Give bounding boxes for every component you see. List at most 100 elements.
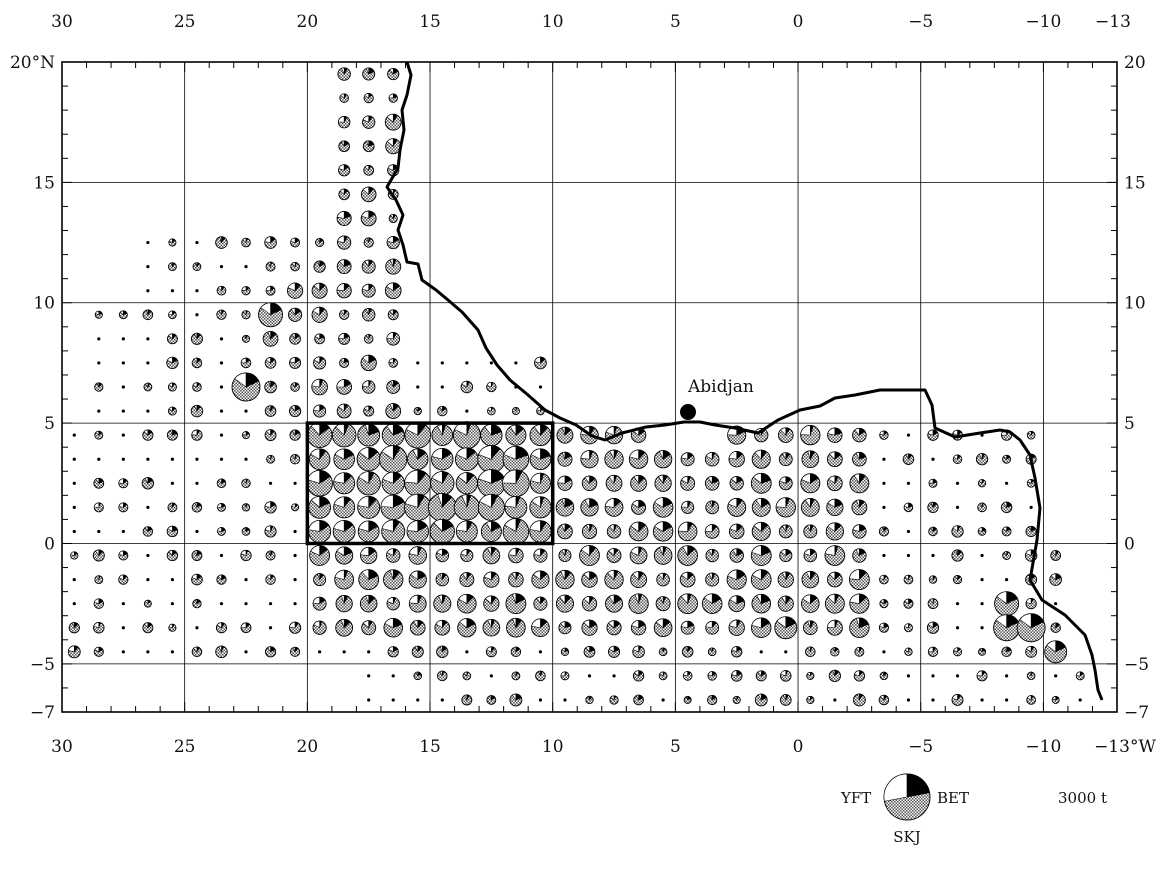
catch-pie [93, 646, 104, 657]
catch-dot [906, 481, 911, 485]
catch-dot [146, 553, 150, 558]
catch-dot [219, 265, 224, 269]
catch-pie [386, 332, 401, 346]
catch-pie [336, 403, 352, 419]
catch-dot [906, 698, 911, 702]
catch-pie [264, 405, 277, 417]
catch-dot [931, 698, 935, 702]
catch-pie [288, 621, 302, 634]
catch-pie [332, 520, 356, 543]
catch-dot [1054, 674, 1058, 678]
catch-dot [219, 457, 224, 461]
catch-pie [952, 454, 963, 464]
catch-dot [440, 698, 444, 702]
catch-pie [360, 186, 377, 203]
catch-pie [435, 548, 450, 563]
catch-dot [244, 457, 248, 461]
catch-pie [534, 356, 547, 370]
catch-pie [728, 523, 745, 540]
catch-pie [142, 526, 154, 537]
map-frame [61, 61, 1118, 713]
catch-dot [170, 457, 175, 461]
catch-pie [506, 617, 526, 638]
right-lat-label: 0 [1124, 534, 1135, 554]
catch-pie [558, 621, 572, 635]
catch-pie [633, 694, 644, 706]
catch-pie [387, 646, 399, 658]
catch-pie [381, 423, 405, 447]
catch-dot [1004, 481, 1009, 485]
catch-pie [356, 471, 381, 496]
catch-pie [142, 309, 154, 321]
catch-pie [142, 622, 154, 634]
catch-pie [680, 620, 695, 635]
catch-dot [367, 650, 371, 654]
catch-pie [953, 647, 963, 657]
catch-pie [755, 670, 767, 682]
bottom-lon-label: 30 [51, 737, 73, 757]
catch-pie [903, 574, 914, 585]
catch-pie [452, 421, 481, 450]
top-lon-label: −5 [908, 12, 933, 32]
catch-pie [504, 495, 528, 519]
catch-pie [508, 571, 524, 588]
catch-pie [732, 695, 741, 704]
catch-pie [951, 525, 964, 538]
bottom-lon-label: 15 [419, 737, 441, 757]
catch-pie [879, 599, 889, 609]
catch-pie [977, 479, 987, 488]
catch-pie [879, 574, 889, 585]
catch-dot [538, 698, 543, 702]
catch-pie [338, 332, 351, 345]
catch-pie [358, 569, 380, 590]
catch-pie [852, 524, 867, 539]
right-lat-label: 5 [1124, 414, 1135, 434]
catch-pie [628, 521, 649, 542]
bottom-lon-label: −5 [908, 737, 933, 757]
catch-pie [362, 67, 376, 81]
catch-pie [459, 572, 475, 588]
catch-pie [477, 469, 506, 498]
catch-pie [166, 549, 179, 562]
catch-pie [652, 497, 674, 518]
catch-pie [750, 545, 772, 566]
catch-pie [361, 620, 377, 636]
catch-pie [727, 497, 747, 517]
catch-pie [290, 382, 300, 392]
abidjan-label: Abidjan [687, 377, 754, 397]
catch-dot [931, 553, 935, 558]
catch-pie [927, 501, 939, 514]
catch-pie [264, 380, 277, 394]
catch-pie [852, 693, 866, 707]
catch-pie [191, 573, 203, 586]
catch-pie [435, 572, 450, 587]
catch-pie [1025, 645, 1038, 658]
catch-pie [430, 471, 455, 496]
catch-pie [387, 309, 399, 321]
catch-pie [485, 646, 497, 658]
catch-dot [882, 650, 886, 654]
right-lat-label: 20 [1124, 53, 1146, 73]
catch-pie [363, 405, 375, 417]
catch-pie [750, 472, 772, 494]
catch-pie [778, 524, 793, 539]
catch-pie [824, 545, 846, 566]
port-marker: Abidjan [680, 377, 754, 420]
catch-pie [289, 356, 302, 369]
catch-dot [97, 457, 101, 461]
catch-dot [72, 602, 76, 606]
catch-pie [653, 618, 673, 638]
top-lon-label: 15 [419, 12, 441, 32]
catch-pie [363, 93, 374, 104]
catch-pie [852, 548, 867, 563]
catch-pie [335, 595, 353, 613]
catch-pie [510, 646, 522, 657]
catch-pie [630, 571, 647, 589]
catch-pie [824, 593, 845, 614]
catch-pie [726, 569, 747, 590]
catch-dot [955, 505, 960, 509]
catch-pie [605, 594, 624, 613]
catch-pie [192, 262, 202, 272]
catch-dot [1004, 674, 1009, 678]
catch-dot [440, 385, 444, 389]
